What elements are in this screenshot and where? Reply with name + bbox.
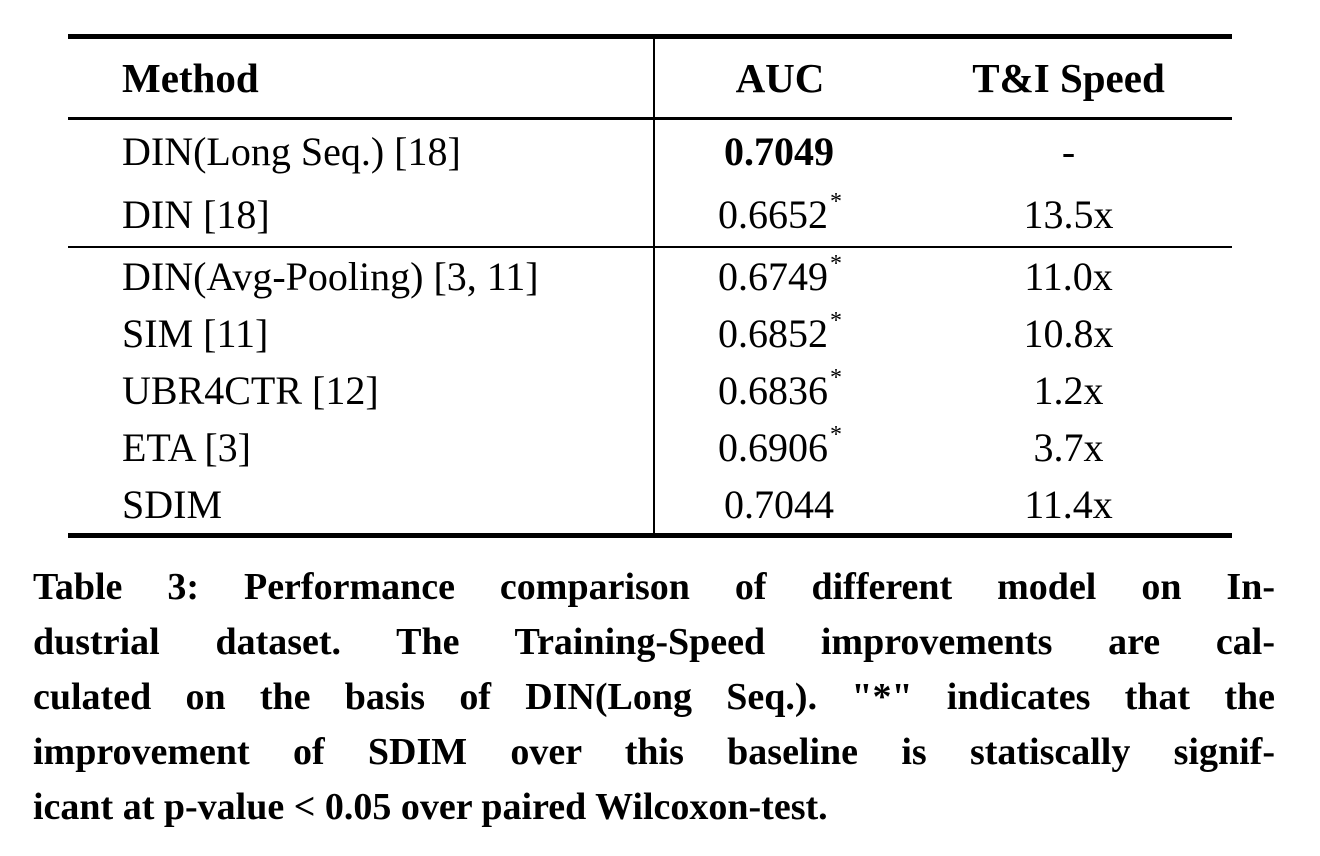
method-label: UBR4CTR [12]	[122, 368, 379, 413]
auc-value: 0.6652	[718, 192, 828, 237]
column-header-speed: T&I Speed	[972, 55, 1165, 101]
method-label: ETA [3]	[122, 425, 251, 470]
auc-cell: 0.6652 *	[718, 189, 842, 237]
speed-cell: 10.8x	[905, 305, 1232, 362]
table-row: DIN [18] 0.6652 * 13.5x	[68, 183, 1232, 246]
method-label: DIN(Avg-Pooling) [3, 11]	[122, 254, 539, 299]
table-group-baselines: DIN(Long Seq.) [18] 0.7049 - DIN [18] 0.…	[68, 120, 1232, 246]
auc-cell: 0.6749 *	[718, 251, 842, 299]
table-row: UBR4CTR [12] 0.6836 * 1.2x	[68, 362, 1232, 419]
auc-value: 0.7049	[724, 129, 834, 174]
auc-cell: 0.6852 *	[718, 308, 842, 356]
auc-cell: 0.6906 *	[718, 422, 842, 470]
method-cell: SIM [11]	[68, 305, 655, 362]
method-cell: SDIM	[68, 476, 655, 533]
table-row: ETA [3] 0.6906 * 3.7x	[68, 419, 1232, 476]
speed-cell: 13.5x	[905, 183, 1232, 246]
speed-value: -	[1061, 129, 1076, 174]
speed-cell: 11.4x	[905, 476, 1232, 533]
method-cell: DIN [18]	[68, 183, 655, 246]
method-cell: ETA [3]	[68, 419, 655, 476]
speed-cell: 3.7x	[905, 419, 1232, 476]
auc-value: 0.6852	[718, 311, 828, 356]
method-label: DIN [18]	[122, 192, 270, 237]
speed-cell: 11.0x	[905, 248, 1232, 305]
auc-value: 0.6906	[718, 425, 828, 470]
table-bottom-rule	[68, 533, 1232, 538]
table-row: DIN(Long Seq.) [18] 0.7049 -	[68, 120, 1232, 183]
table-mid-rule	[68, 246, 1232, 248]
header-cell-auc: AUC	[655, 39, 905, 117]
auc-cell: 0.7049	[655, 120, 905, 183]
auc-cell: 0.6836 *	[718, 365, 842, 413]
speed-value: 11.4x	[1024, 482, 1113, 527]
method-cell: UBR4CTR [12]	[68, 362, 655, 419]
caption-line: culated on the basis of DIN(Long Seq.). …	[33, 676, 1275, 718]
caption-line: icant at p-value < 0.05 over paired Wilc…	[33, 786, 828, 828]
method-label: DIN(Long Seq.) [18]	[122, 129, 461, 174]
method-label: SDIM	[122, 482, 223, 527]
auc-value: 0.6836	[718, 368, 828, 413]
table-row: DIN(Avg-Pooling) [3, 11] 0.6749 * 11.0x	[68, 248, 1232, 305]
header-cell-speed: T&I Speed	[905, 39, 1232, 117]
performance-table: Method AUC T&I Speed DIN(Long Seq.) [18]…	[68, 34, 1232, 538]
header-cell-method: Method	[68, 39, 655, 117]
table-group-methods: DIN(Avg-Pooling) [3, 11] 0.6749 * 11.0x S…	[68, 248, 1232, 533]
column-header-auc: AUC	[735, 55, 825, 101]
caption-line: Table 3: Performance comparison of diffe…	[33, 566, 1275, 608]
table-header-row: Method AUC T&I Speed	[68, 39, 1232, 117]
speed-value: 1.2x	[1033, 368, 1104, 413]
speed-cell: 1.2x	[905, 362, 1232, 419]
table-row: SDIM 0.7044 11.4x	[68, 476, 1232, 533]
auc-value: 0.7044	[724, 482, 834, 527]
table-header-rule	[68, 117, 1232, 120]
speed-value: 10.8x	[1023, 311, 1114, 356]
caption-line: dustrial dataset. The Training-Speed imp…	[33, 621, 1275, 663]
auc-value: 0.6749	[718, 254, 828, 299]
method-cell: DIN(Avg-Pooling) [3, 11]	[68, 248, 655, 305]
speed-value: 11.0x	[1024, 254, 1113, 299]
speed-cell: -	[905, 120, 1232, 183]
method-cell: DIN(Long Seq.) [18]	[68, 120, 655, 183]
speed-value: 13.5x	[1023, 192, 1114, 237]
method-label: SIM [11]	[122, 311, 269, 356]
table-caption: Table 3: Performance comparison of diffe…	[33, 560, 1275, 835]
speed-value: 3.7x	[1033, 425, 1104, 470]
column-header-method: Method	[122, 55, 259, 101]
table-top-rule	[68, 34, 1232, 39]
auc-cell: 0.7044	[655, 476, 905, 533]
table-row: SIM [11] 0.6852 * 10.8x	[68, 305, 1232, 362]
caption-line: improvement of SDIM over this baseline i…	[33, 731, 1275, 773]
